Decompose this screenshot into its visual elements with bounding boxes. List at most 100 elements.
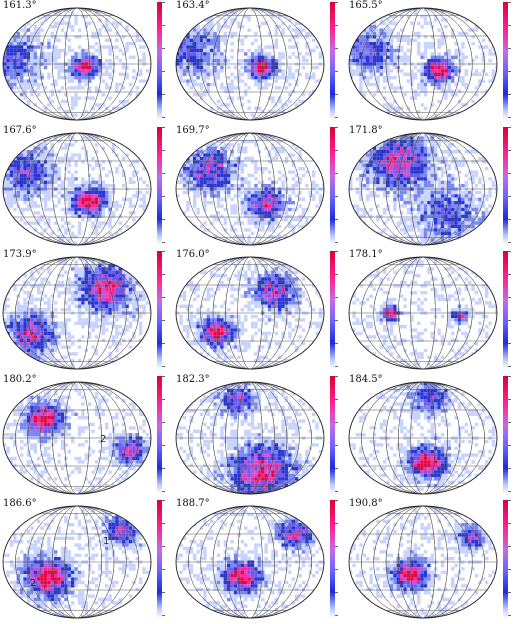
panel-angle-label: 171.8° [349,125,383,136]
map-panel: 161.3° [0,0,173,124]
colorbar [330,251,335,369]
density-pixels [3,257,151,369]
map-panel: 173.9° [0,249,173,373]
colorbar [503,500,508,618]
graticule [176,133,324,245]
colorbar-ticks [335,376,341,494]
source-number-label: 2 [30,578,37,589]
panel-angle-label: 188.7° [176,498,210,509]
colorbar [330,127,335,245]
map-panel: 180.2° [0,374,173,498]
panel-angle-label: 173.9° [3,249,37,260]
hammer-projection-map [2,256,152,370]
graticule [176,257,324,369]
colorbar-ticks [508,127,514,245]
graticule [3,506,151,618]
source-number-label: 1 [103,536,110,547]
map-outline [2,381,152,495]
map-panel: 190.8° [346,498,519,622]
map-outline [2,132,152,246]
graticule [3,8,151,120]
colorbar-ticks [335,251,341,369]
hammer-projection-map [175,505,325,619]
panel-angle-label: 180.2° [3,374,37,385]
density-pixels [3,8,150,120]
hammer-projection-map [348,7,498,121]
hammer-projection-map [348,381,498,495]
map-panel: 176.0° [173,249,346,373]
colorbar-ticks [508,376,514,494]
panel-angle-label: 184.5° [349,374,383,385]
map-panel: 169.7° [173,125,346,249]
hammer-projection-map [2,132,152,246]
colorbar [503,251,508,369]
map-panel: 165.5° [346,0,519,124]
colorbar-ticks [508,500,514,618]
colorbar [157,500,162,618]
colorbar-ticks [335,127,341,245]
graticule [349,506,497,618]
map-panel: 178.1° [346,249,519,373]
map-panel: 163.4° [173,0,346,124]
panel-angle-label: 178.1° [349,249,383,260]
hammer-projection-map [175,256,325,370]
panel-angle-label: 165.5° [349,0,383,11]
colorbar-ticks [335,500,341,618]
colorbar-ticks [162,2,168,120]
colorbar-ticks [162,500,168,618]
graticule [176,506,324,618]
source-number-label: 2 [100,434,107,445]
graticule [3,382,151,494]
map-panel: 167.6° [0,125,173,249]
hammer-projection-map [2,505,152,619]
map-panel: 171.8° [346,125,519,249]
hammer-projection-map [2,381,152,495]
map-outline [2,505,152,619]
map-outline [348,132,498,246]
panel-angle-label: 163.4° [176,0,210,11]
map-outline [348,381,498,495]
panel-angle-label: 169.7° [176,125,210,136]
map-outline [175,381,325,495]
graticule [349,382,497,494]
density-pixels [176,8,323,120]
colorbar [330,2,335,120]
hammer-projection-map [348,505,498,619]
colorbar-ticks [162,251,168,369]
colorbar [157,251,162,369]
colorbar [503,2,508,120]
graticule [176,8,324,120]
map-panel: 184.5° [346,374,519,498]
graticule [349,8,497,120]
panel-angle-label: 176.0° [176,249,210,260]
hammer-projection-map [175,381,325,495]
map-outline [348,256,498,370]
map-outline [348,505,498,619]
panel-angle-label: 190.8° [349,498,383,509]
density-pixels [3,506,150,618]
graticule [176,382,324,494]
colorbar [330,500,335,618]
graticule [349,257,497,369]
panel-angle-label: 186.6° [3,498,37,509]
colorbar-ticks [508,251,514,369]
map-panel: 186.6° [0,498,173,622]
hammer-projection-map [175,132,325,246]
map-outline [2,7,152,121]
colorbar [157,376,162,494]
map-panel: 188.7° [173,498,346,622]
hammer-projection-map [348,132,498,246]
map-outline [175,505,325,619]
graticule [349,133,497,245]
colorbar [330,376,335,494]
colorbar [157,127,162,245]
graticule [3,133,151,245]
map-outline [175,256,325,370]
map-outline [175,7,325,121]
panel-angle-label: 182.3° [176,374,210,385]
density-pixels [176,257,324,369]
map-panel: 182.3° [173,374,346,498]
colorbar [157,2,162,120]
colorbar-ticks [162,127,168,245]
